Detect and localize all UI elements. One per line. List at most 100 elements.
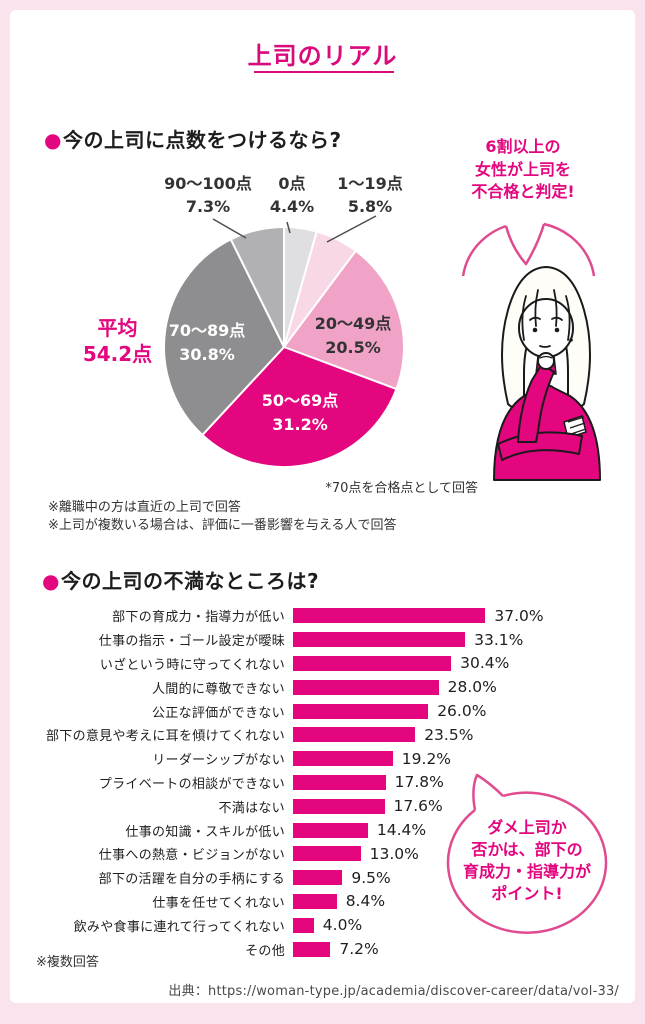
earring	[569, 338, 573, 342]
bar	[293, 798, 385, 814]
page-title: 上司のリアル	[247, 42, 398, 70]
bar-label: 不満はない	[218, 800, 285, 816]
bar-row: 人間的に尊敬できない 28.0%	[30, 675, 620, 699]
pie-average: 平均 54.2点	[55, 315, 180, 367]
fingers	[539, 355, 553, 359]
eyebrows	[529, 316, 563, 321]
bar-label: 仕事の指示・ゴール設定が曖昧	[98, 634, 285, 650]
pie-label-0: 0点 4.4%	[269, 174, 315, 216]
bar-label: その他	[245, 943, 285, 959]
bar-label: 部下の育成力・指導力が低い	[112, 610, 285, 626]
bar	[293, 917, 314, 933]
bar-value: 14.4%	[376, 821, 427, 840]
bar-value: 13.0%	[369, 844, 419, 863]
bar	[293, 751, 393, 767]
bar-value: 7.2%	[339, 940, 379, 959]
bar-chart-note: ※複数回答	[36, 955, 99, 970]
bar-value: 33.1%	[474, 630, 524, 649]
bar-chart: 部下の育成力・指導力が低い 37.0% 仕事の指示・ゴール設定が曖昧 33.1% いざと…	[30, 604, 620, 961]
eye-right	[554, 327, 560, 333]
circle-bullet-icon: ●	[42, 569, 60, 593]
bar-value: 19.2%	[401, 749, 452, 768]
bar-label: 公正な評価ができない	[151, 705, 285, 721]
bar-value: 9.5%	[351, 868, 391, 887]
pie-label-1-19: 1〜19点 5.8%	[337, 174, 403, 216]
bar-row: いざという時に守ってくれない 30.4%	[30, 652, 620, 676]
bar-value: 30.4%	[460, 654, 510, 673]
bar	[293, 774, 386, 790]
pie-section-heading: ●今の上司に点数をつけるなら?	[44, 124, 342, 153]
face	[518, 298, 574, 358]
bar	[293, 727, 416, 743]
bar	[293, 941, 331, 957]
pie-notes: ※離職中の方は直近の上司で回答 ※上司が複数いる場合は、評価に一番影響を与える人…	[48, 500, 397, 533]
bar	[293, 703, 429, 719]
bar-row: 部下の活躍を自分の手柄にする 9.5%	[30, 866, 620, 890]
speech-bubble-top	[461, 222, 596, 276]
source-url: 出典：https://woman-type.jp/academia/discov…	[168, 984, 619, 999]
bangs	[521, 289, 571, 341]
bar-row: 部下の育成力・指導力が低い 37.0%	[30, 604, 620, 628]
bar-row: プライベートの相談ができない 17.8%	[30, 771, 620, 795]
bar-heading-text: 今の上司の不満なところは?	[60, 569, 320, 593]
bar	[293, 608, 486, 624]
bar-value: 26.0%	[437, 702, 487, 721]
bar-row: 不満はない 17.6%	[30, 794, 620, 818]
speech-bubble-bottom	[446, 773, 608, 934]
bubble-tail	[472, 773, 504, 811]
bar-value: 23.5%	[424, 725, 474, 744]
average-label: 平均	[97, 316, 138, 340]
bar-value: 8.4%	[345, 892, 386, 911]
pie-label-70-89: 70〜89点 30.8%	[168, 321, 246, 364]
bar-row: 仕事の指示・ゴール設定が曖昧 33.1%	[30, 628, 620, 652]
pie-footnote: *70点を合格点として回答	[325, 481, 478, 496]
pie-label-90-100: 90〜100点 7.3%	[164, 174, 252, 216]
bar	[293, 822, 368, 838]
bar-value: 37.0%	[494, 606, 544, 625]
bar-label: 部下の活躍を自分の手柄にする	[98, 872, 285, 888]
pie-heading-text: 今の上司に点数をつけるなら?	[62, 128, 342, 152]
bar	[293, 632, 466, 648]
bar-value: 28.0%	[447, 678, 497, 697]
bar-section-heading: ●今の上司の不満なところは?	[42, 565, 319, 594]
bar-label: いざという時に守ってくれない	[99, 657, 285, 673]
mouth	[539, 345, 551, 348]
bar	[293, 655, 452, 671]
bar-row: 仕事を任せてくれない 8.4%	[30, 890, 620, 914]
bar-label: 部下の意見や考えに耳を傾けてくれない	[45, 729, 285, 745]
bar-label: リーダーシップがない	[152, 753, 285, 769]
bar	[293, 846, 361, 862]
speech-bubble-bottom-text: ダメ上司か 否かは、部下の 育成力・指導力が ポイント!	[462, 818, 591, 903]
circle-bullet-icon: ●	[44, 128, 62, 152]
bar-row: 仕事の知識・スキルが低い 14.4%	[30, 818, 620, 842]
bar-row: 飲みや食事に連れて行ってくれない 4.0%	[30, 913, 620, 937]
average-value: 54.2点	[82, 342, 153, 366]
bar	[293, 679, 439, 695]
bar-label: 飲みや食事に連れて行ってくれない	[73, 919, 285, 935]
title-underline	[254, 71, 394, 73]
speech-bubble-top-text: 6割以上の 女性が上司を 不合格と判定!	[471, 137, 575, 201]
bar	[293, 870, 343, 886]
bar-label: プライベートの相談ができない	[98, 776, 285, 792]
bar	[293, 893, 337, 909]
bar-label: 仕事への熱意・ビジョンがない	[98, 848, 285, 864]
bar-value: 4.0%	[322, 916, 363, 935]
bar-row: 公正な評価ができない 26.0%	[30, 699, 620, 723]
bubble-tail	[504, 223, 546, 266]
bar-value: 17.8%	[394, 773, 444, 792]
bar-value: 17.6%	[393, 797, 443, 816]
woman-illustration	[493, 266, 601, 481]
bar-row: 部下の意見や考えに耳を傾けてくれない 23.5%	[30, 723, 620, 747]
pie-label-50-69: 50〜69点 31.2%	[261, 391, 339, 434]
pie-label-20-49: 20〜49点 20.5%	[314, 314, 392, 357]
bar-row: その他 7.2%	[30, 937, 620, 961]
hand	[537, 352, 555, 370]
bar-label: 人間的に尊敬できない	[151, 681, 285, 697]
eye-left	[532, 327, 538, 333]
bar-label: 仕事の知識・スキルが低い	[125, 824, 285, 840]
raised-arm	[517, 363, 555, 443]
sleeve-stripes	[567, 416, 587, 435]
bar-row: リーダーシップがない 19.2%	[30, 747, 620, 771]
bar-label: 仕事を任せてくれない	[152, 895, 285, 911]
bar-row: 仕事への熱意・ビジョンがない 13.0%	[30, 842, 620, 866]
